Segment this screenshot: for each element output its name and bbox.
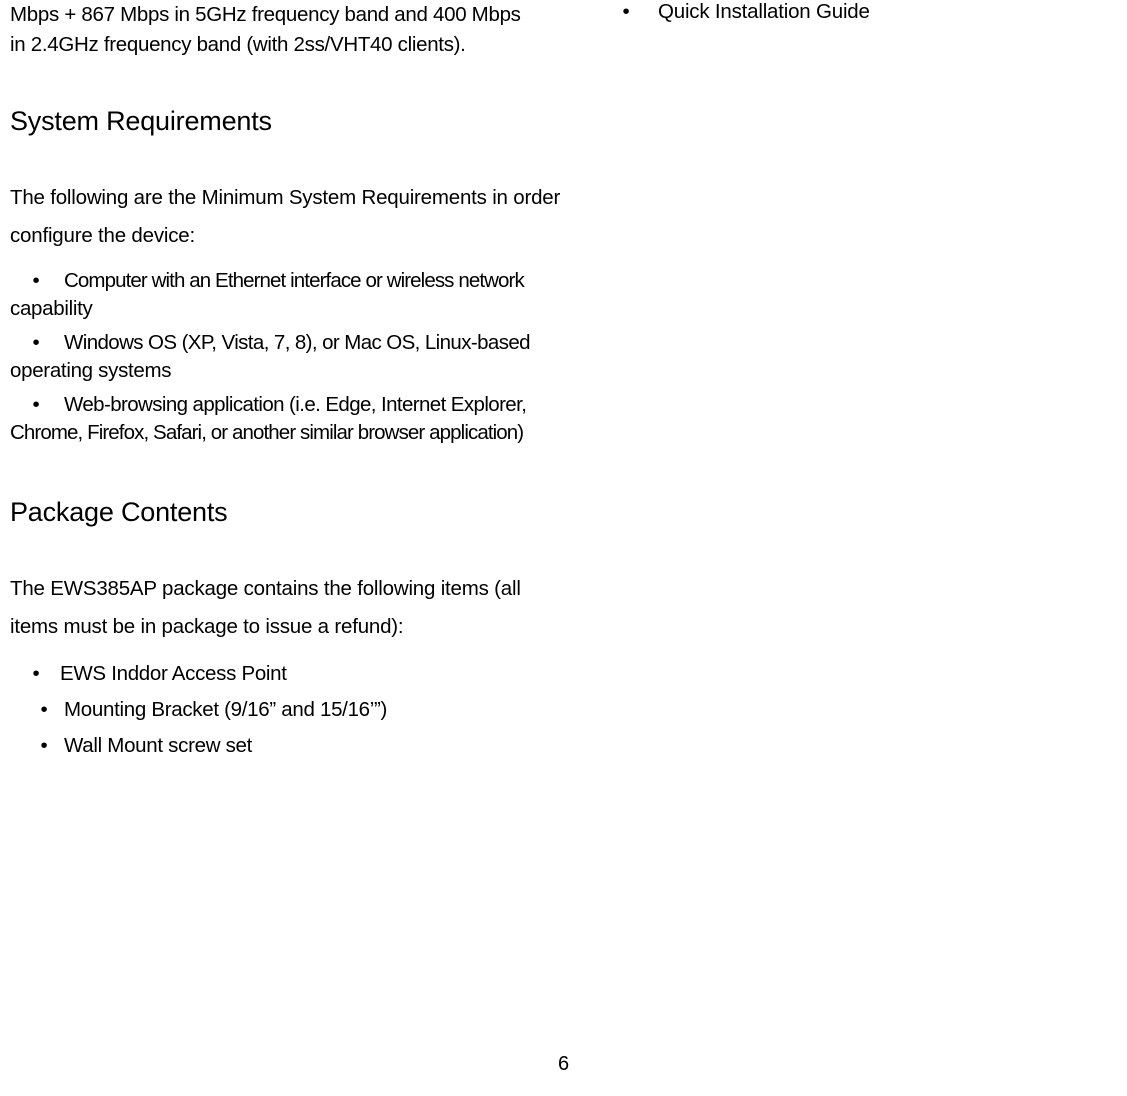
bullet-icon: •: [36, 728, 52, 764]
bullet-icon: •: [28, 329, 44, 357]
list-item: • Web-browsing application (i.e. Edge, In…: [10, 391, 570, 447]
list-item-text: EWS Inddor Access Point: [60, 662, 287, 685]
list-item: • Mounting Bracket (9/16” and 15/16’”): [10, 692, 570, 728]
intro-fragment: Mbps + 867 Mbps in 5GHz frequency band a…: [10, 0, 570, 60]
intro-line-1: Mbps + 867 Mbps in 5GHz frequency band a…: [10, 3, 521, 26]
list-item: • Wall Mount screw set: [10, 728, 570, 764]
left-column: Mbps + 867 Mbps in 5GHz frequency band a…: [10, 0, 570, 764]
list-item: • EWS Inddor Access Point: [10, 656, 570, 692]
system-requirements-heading: System Requirements: [10, 106, 570, 137]
system-requirements-lead: The following are the Minimum System Req…: [10, 179, 570, 255]
list-item-text: Quick Installation Guide: [658, 0, 870, 23]
intro-line-2: in 2.4GHz frequency band (with 2ss/VHT40…: [10, 33, 466, 56]
list-item-cont: capability: [10, 297, 92, 320]
list-item-cont: Chrome, Firefox, Safari, or another simi…: [10, 421, 523, 444]
bullet-icon: •: [28, 267, 44, 295]
right-column: • Quick Installation Guide: [618, 0, 1118, 24]
bullet-icon: •: [28, 391, 44, 419]
bullet-icon: •: [618, 0, 634, 24]
list-item: • Computer with an Ethernet interface or …: [10, 267, 570, 323]
bullet-icon: •: [36, 692, 52, 728]
list-item-text: Mounting Bracket (9/16” and 15/16’”): [64, 698, 387, 721]
list-item-text: Wall Mount screw set: [64, 734, 252, 757]
bullet-icon: •: [28, 656, 44, 692]
list-item: • Quick Installation Guide: [618, 0, 1118, 24]
list-item-text: Computer with an Ethernet interface or w…: [64, 269, 524, 292]
list-item-text: Web-browsing application (i.e. Edge, Int…: [64, 393, 526, 416]
package-contents-list: • EWS Inddor Access Point • Mounting Brack…: [10, 656, 570, 764]
package-contents-heading: Package Contents: [10, 497, 570, 528]
package-contents-lead: The EWS385AP package contains the follow…: [10, 570, 570, 646]
page-number: 6: [0, 1053, 1127, 1076]
list-item-cont: operating systems: [10, 359, 171, 382]
document-page: Mbps + 867 Mbps in 5GHz frequency band a…: [0, 0, 1127, 1096]
list-item: • Windows OS (XP, Vista, 7, 8), or Mac OS…: [10, 329, 570, 385]
system-requirements-list: • Computer with an Ethernet interface or …: [10, 267, 570, 447]
list-item-text: Windows OS (XP, Vista, 7, 8), or Mac OS,…: [64, 331, 530, 354]
